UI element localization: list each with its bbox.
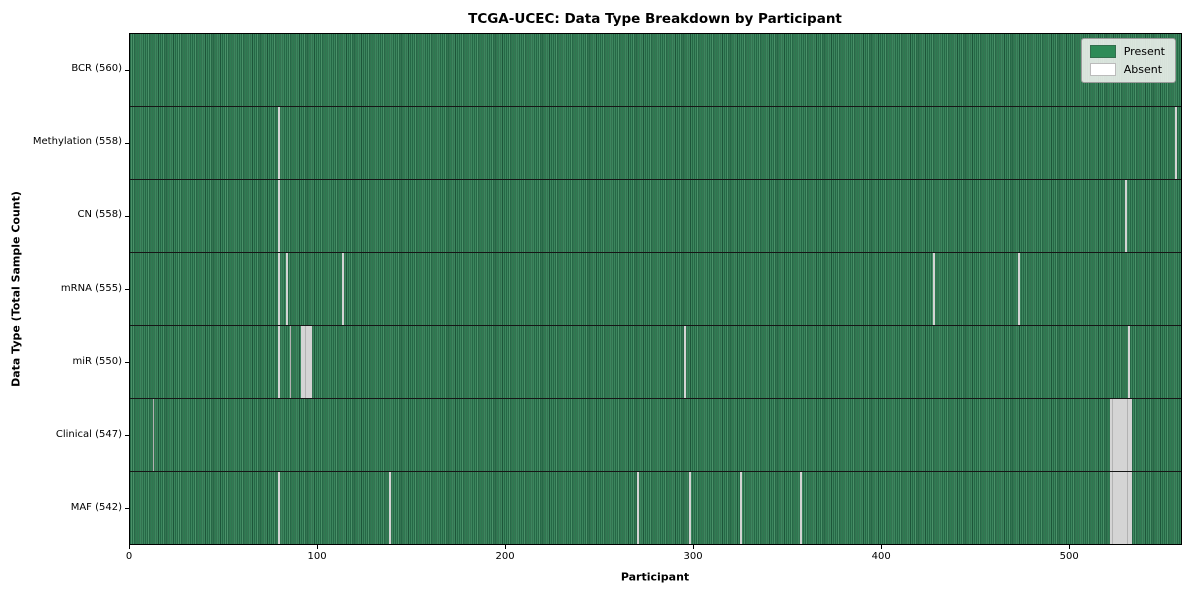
absent-stripe (636, 472, 639, 544)
absent-stripe (1111, 399, 1114, 471)
absent-stripe (278, 472, 281, 544)
absent-stripe (278, 253, 281, 325)
legend-label-present: Present (1123, 45, 1165, 58)
absent-stripe (1126, 399, 1129, 471)
row-cn (130, 179, 1181, 252)
legend-item-present: Present (1089, 45, 1165, 58)
absent-stripe (152, 399, 155, 471)
legend: Present Absent (1080, 38, 1176, 83)
absent-stripe (1128, 399, 1131, 471)
x-tick-label: 500 (1059, 551, 1079, 562)
x-tick-label: 100 (307, 551, 327, 562)
absent-stripe (1130, 472, 1133, 544)
absent-stripe (285, 253, 288, 325)
y-tick-label: CN (558) (77, 209, 122, 221)
absent-stripe (342, 253, 344, 325)
x-tick-mark (505, 545, 507, 549)
x-tick-mark (693, 545, 695, 549)
y-tick-label: miR (550) (72, 355, 122, 367)
x-tick-mark (129, 545, 130, 549)
absent-stripe (1124, 472, 1127, 544)
legend-item-absent: Absent (1089, 63, 1165, 76)
absent-stripe (1122, 472, 1125, 544)
y-tick-mark (125, 215, 129, 217)
absent-stripe (1119, 472, 1121, 544)
absent-stripe (1120, 472, 1123, 544)
x-tick-label: 0 (125, 551, 133, 562)
plot-area: Present Absent (129, 33, 1182, 545)
x-tick-mark (881, 545, 883, 549)
x-tick-mark (317, 545, 319, 549)
absent-stripe (1124, 399, 1127, 471)
y-tick-mark (125, 289, 129, 290)
absent-stripe (278, 180, 281, 252)
row-maf (130, 471, 1181, 544)
absent-stripe (1113, 399, 1116, 471)
y-tick-mark (125, 362, 129, 364)
absent-swatch (1089, 63, 1116, 76)
absent-stripe (1017, 253, 1020, 325)
x-axis-label: Participant (620, 570, 690, 584)
row-mrna (130, 252, 1181, 325)
absent-stripe (1109, 399, 1112, 471)
absent-stripe (1113, 472, 1116, 544)
row-bcr (130, 34, 1181, 106)
absent-stripe (300, 326, 303, 398)
absent-stripe (302, 326, 305, 398)
absent-stripe (388, 472, 391, 544)
row-methylation (130, 106, 1181, 179)
row-mir (130, 325, 1181, 398)
absent-stripe (800, 472, 802, 544)
y-tick-label: Methylation (558) (32, 136, 122, 148)
y-tick-mark (125, 508, 129, 510)
y-tick-mark (125, 435, 129, 437)
absent-stripe (1175, 107, 1178, 179)
x-tick-label: 300 (683, 551, 703, 562)
y-tick-mark (125, 142, 129, 144)
absent-stripe (278, 326, 281, 398)
x-tick-label: 400 (871, 551, 891, 562)
y-tick-label: mRNA (555) (60, 282, 122, 294)
absent-stripe (1117, 399, 1120, 471)
absent-stripe (1119, 399, 1121, 471)
legend-label-absent: Absent (1123, 63, 1163, 76)
absent-stripe (683, 326, 686, 398)
absent-stripe (689, 472, 692, 544)
absent-stripe (1128, 472, 1131, 544)
absent-stripe (278, 107, 281, 179)
absent-stripe (289, 326, 292, 398)
y-tick-label: MAF (542) (70, 501, 122, 513)
absent-stripe (1111, 472, 1114, 544)
absent-stripe (1122, 399, 1125, 471)
absent-stripe (1120, 399, 1123, 471)
absent-stripe (1115, 399, 1118, 471)
absent-stripe (308, 326, 311, 398)
absent-stripe (933, 253, 936, 325)
absent-stripe (1126, 472, 1129, 544)
y-tick-label: Clinical (547) (55, 428, 122, 440)
absent-stripe (739, 472, 742, 544)
x-tick-label: 200 (495, 551, 515, 562)
absent-stripe (1128, 326, 1131, 398)
absent-stripe (306, 326, 309, 398)
present-swatch (1089, 45, 1116, 58)
absent-stripe (1124, 180, 1127, 252)
chart-title: TCGA-UCEC: Data Type Breakdown by Partic… (468, 11, 842, 27)
absent-stripe (1130, 399, 1133, 471)
x-tick-mark (1069, 545, 1071, 549)
absent-stripe (1115, 472, 1118, 544)
y-tick-mark (125, 69, 129, 71)
absent-stripe (1109, 472, 1112, 544)
y-tick-label: BCR (560) (71, 63, 122, 75)
row-clinical (130, 398, 1181, 471)
absent-stripe (1117, 472, 1120, 544)
absent-stripe (310, 326, 313, 398)
absent-stripe (304, 326, 307, 398)
